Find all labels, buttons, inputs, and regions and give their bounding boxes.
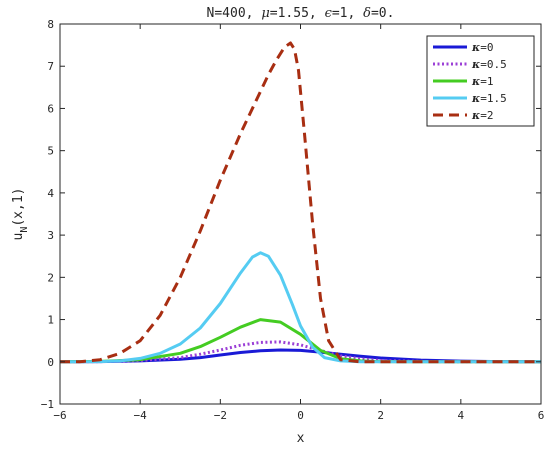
legend-value: =2 — [480, 109, 493, 122]
title-part: =1, — [332, 6, 363, 21]
legend: κ=0κ=0.5κ=1κ=1.5κ=2 — [426, 35, 535, 127]
x-tick-label: −6 — [53, 409, 66, 422]
y-tick-label: 5 — [47, 145, 54, 158]
y-label-sub: N — [19, 227, 30, 233]
plot-curves — [59, 41, 542, 364]
legend-label-0: κ=0 — [471, 41, 494, 54]
x-tick-label: 4 — [458, 409, 465, 422]
chart-title-text: N=400, μ=1.55, ϵ=1, δ=0. — [207, 6, 395, 21]
legend-greek: κ — [471, 109, 480, 122]
legend-value: =0 — [480, 41, 493, 54]
y-tick-label: 4 — [47, 187, 54, 200]
y-tick-label: 6 — [47, 102, 54, 115]
title-part: ϵ — [325, 6, 333, 21]
chart-title: N=400, μ=1.55, ϵ=1, δ=0. — [207, 6, 395, 21]
x-axis-label: x — [297, 431, 305, 446]
title-part: =1.55, — [270, 6, 325, 21]
x-tick-label: −4 — [134, 409, 148, 422]
legend-value: =1.5 — [480, 92, 507, 105]
y-label-main: u — [11, 233, 26, 241]
y-tick-label: −1 — [41, 398, 54, 411]
series-line-4 — [60, 41, 541, 364]
y-tick-label: 3 — [47, 229, 54, 242]
series-line-3 — [59, 251, 541, 364]
axis-ticks: −6 −4 −2 0 2 4 6 −1 0 1 2 3 4 5 6 7 8 — [41, 18, 545, 422]
y-axis-label-text: uN(x,1) — [11, 188, 30, 241]
legend-label-3: κ=1.5 — [471, 92, 507, 105]
y-label-rest: (x,1) — [11, 188, 26, 227]
legend-greek: κ — [471, 41, 480, 54]
title-part: =0. — [371, 6, 394, 21]
legend-greek: κ — [471, 92, 480, 105]
legend-label-1: κ=0.5 — [471, 58, 507, 71]
legend-value: =1 — [480, 75, 493, 88]
x-axis-label-text: x — [297, 431, 305, 446]
y-tick-label: 2 — [47, 271, 54, 284]
title-part: N=400, — [207, 6, 262, 21]
legend-greek: κ — [471, 58, 480, 71]
y-tick-label: 0 — [47, 356, 54, 369]
legend-value: =0.5 — [480, 58, 507, 71]
x-tick-label: −2 — [214, 409, 227, 422]
x-tick-label: 2 — [377, 409, 384, 422]
title-part: μ — [261, 6, 269, 21]
y-tick-label: 7 — [47, 60, 54, 73]
y-axis-label: uN(x,1) — [11, 188, 30, 241]
legend-label-2: κ=1 — [471, 75, 494, 88]
title-part: δ — [363, 6, 371, 21]
x-tick-label: 6 — [538, 409, 545, 422]
x-tick-label: 0 — [297, 409, 304, 422]
y-tick-label: 1 — [47, 314, 54, 327]
y-tick-label: 8 — [47, 18, 54, 31]
legend-label-4: κ=2 — [471, 109, 494, 122]
series-line-1 — [59, 340, 541, 364]
legend-greek: κ — [471, 75, 480, 88]
